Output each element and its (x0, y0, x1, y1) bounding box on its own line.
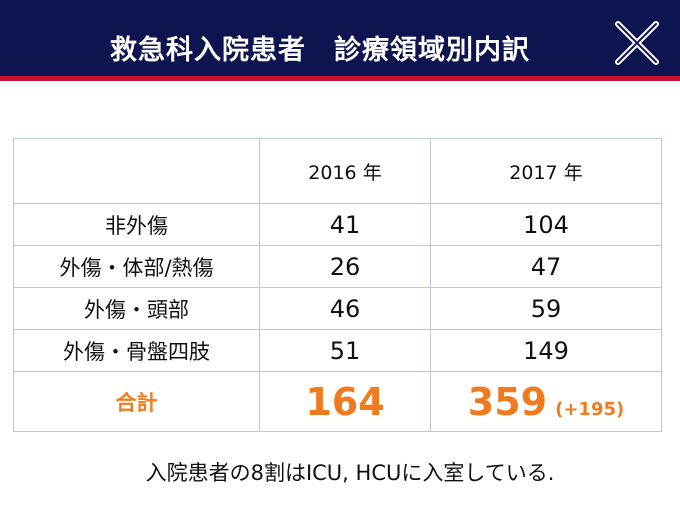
row: 外傷・頭部 46 59 (13, 287, 662, 330)
total-cell: 164 (259, 371, 431, 432)
note: 入院患者の8割はICU, HCUに入室している. (145, 461, 555, 485)
header-line (0, 76, 680, 81)
total-diff: (+195) (555, 398, 625, 420)
header-cell: 2016 年 (259, 138, 431, 204)
cell: 46 (259, 287, 431, 330)
total-cell: 359 (+195) (430, 371, 662, 432)
logo (615, 21, 659, 65)
row: 外傷・骨盤四肢 51 149 (13, 329, 662, 372)
row-label: 非外傷 (13, 203, 260, 246)
total-value: 359 (467, 379, 548, 424)
cell: 26 (259, 245, 431, 288)
cell: 47 (430, 245, 662, 288)
cell: 149 (430, 329, 662, 372)
total-value: 164 (305, 379, 385, 424)
row: 非外傷 41 104 (13, 203, 662, 246)
row-label: 外傷・頭部 (13, 287, 260, 330)
table: 2016 年 2017 年 非外傷 41 104 外傷・体部/熱傷 26 47 … (13, 138, 662, 432)
cell: 41 (259, 203, 431, 246)
cell: 59 (430, 287, 662, 330)
total-row: 合計 164 359 (+195) (13, 371, 662, 432)
header-row: 2016 年 2017 年 (13, 138, 662, 204)
title: 救急科入院患者 診療領域別内訳 (110, 35, 530, 66)
row-label: 外傷・骨盤四肢 (13, 329, 260, 372)
row-label: 外傷・体部/熱傷 (13, 245, 260, 288)
header-cell (13, 138, 260, 204)
header-cell: 2017 年 (430, 138, 662, 204)
cell: 104 (430, 203, 662, 246)
header-band (0, 0, 680, 76)
total-label: 合計 (13, 371, 260, 432)
cell: 51 (259, 329, 431, 372)
row: 外傷・体部/熱傷 26 47 (13, 245, 662, 288)
